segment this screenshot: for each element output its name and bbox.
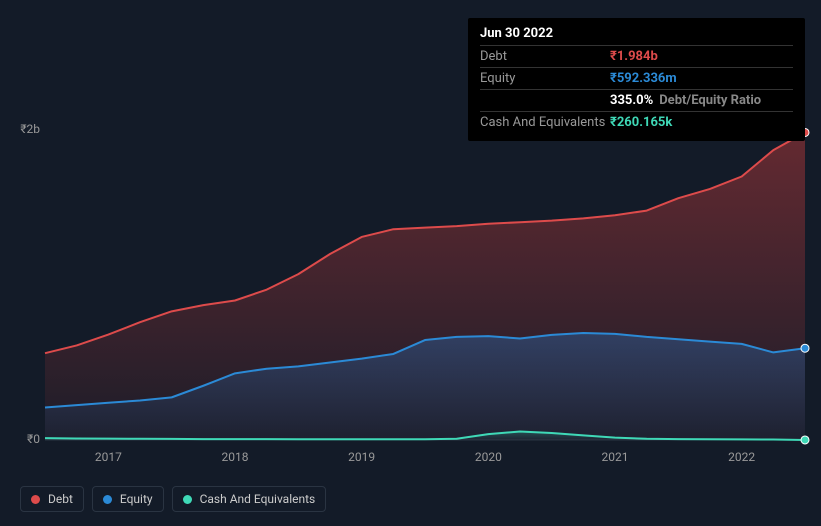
tooltip-row: Cash And Equivalents₹260.165k — [480, 111, 793, 133]
tooltip-date: Jun 30 2022 — [480, 26, 793, 45]
series-end-marker-cash — [801, 436, 809, 444]
series-end-marker-equity — [801, 344, 809, 352]
y-axis-tick: ₹2b — [0, 122, 40, 136]
x-axis-tick: 2017 — [95, 450, 122, 464]
tooltip-row-value: ₹1.984b — [610, 49, 658, 64]
tooltip-row-label: Debt — [480, 49, 610, 64]
y-axis-tick: ₹0 — [0, 432, 40, 446]
tooltip-row: Equity₹592.336m — [480, 67, 793, 89]
legend-item-cash-and-equivalents[interactable]: Cash And Equivalents — [172, 486, 327, 512]
x-axis-tick: 2022 — [728, 450, 755, 464]
x-axis-tick: 2021 — [602, 450, 629, 464]
legend-dot-icon — [183, 495, 192, 504]
tooltip-row-label: Cash And Equivalents — [480, 115, 610, 130]
tooltip-row-label: Equity — [480, 71, 610, 86]
tooltip-row-extra: Debt/Equity Ratio — [659, 93, 761, 108]
tooltip-row: 335.0% Debt/Equity Ratio — [480, 89, 793, 111]
legend-item-label: Debt — [48, 492, 73, 506]
tooltip-row: Debt₹1.984b — [480, 45, 793, 67]
x-axis-tick: 2020 — [475, 450, 502, 464]
legend-item-label: Cash And Equivalents — [200, 492, 316, 506]
x-axis-tick: 2018 — [222, 450, 249, 464]
tooltip-row-label — [480, 93, 610, 108]
tooltip-row-value: ₹592.336m — [610, 71, 677, 86]
legend-dot-icon — [31, 495, 40, 504]
legend-item-equity[interactable]: Equity — [92, 486, 164, 512]
x-axis-tick: 2019 — [348, 450, 375, 464]
tooltip-row-value: 335.0% — [610, 93, 653, 108]
legend-item-label: Equity — [120, 492, 153, 506]
chart-tooltip: Jun 30 2022 Debt₹1.984bEquity₹592.336m33… — [468, 18, 805, 141]
legend-dot-icon — [103, 495, 112, 504]
chart-legend: Debt Equity Cash And Equivalents — [20, 486, 326, 512]
legend-item-debt[interactable]: Debt — [20, 486, 84, 512]
tooltip-row-value: ₹260.165k — [610, 115, 672, 130]
